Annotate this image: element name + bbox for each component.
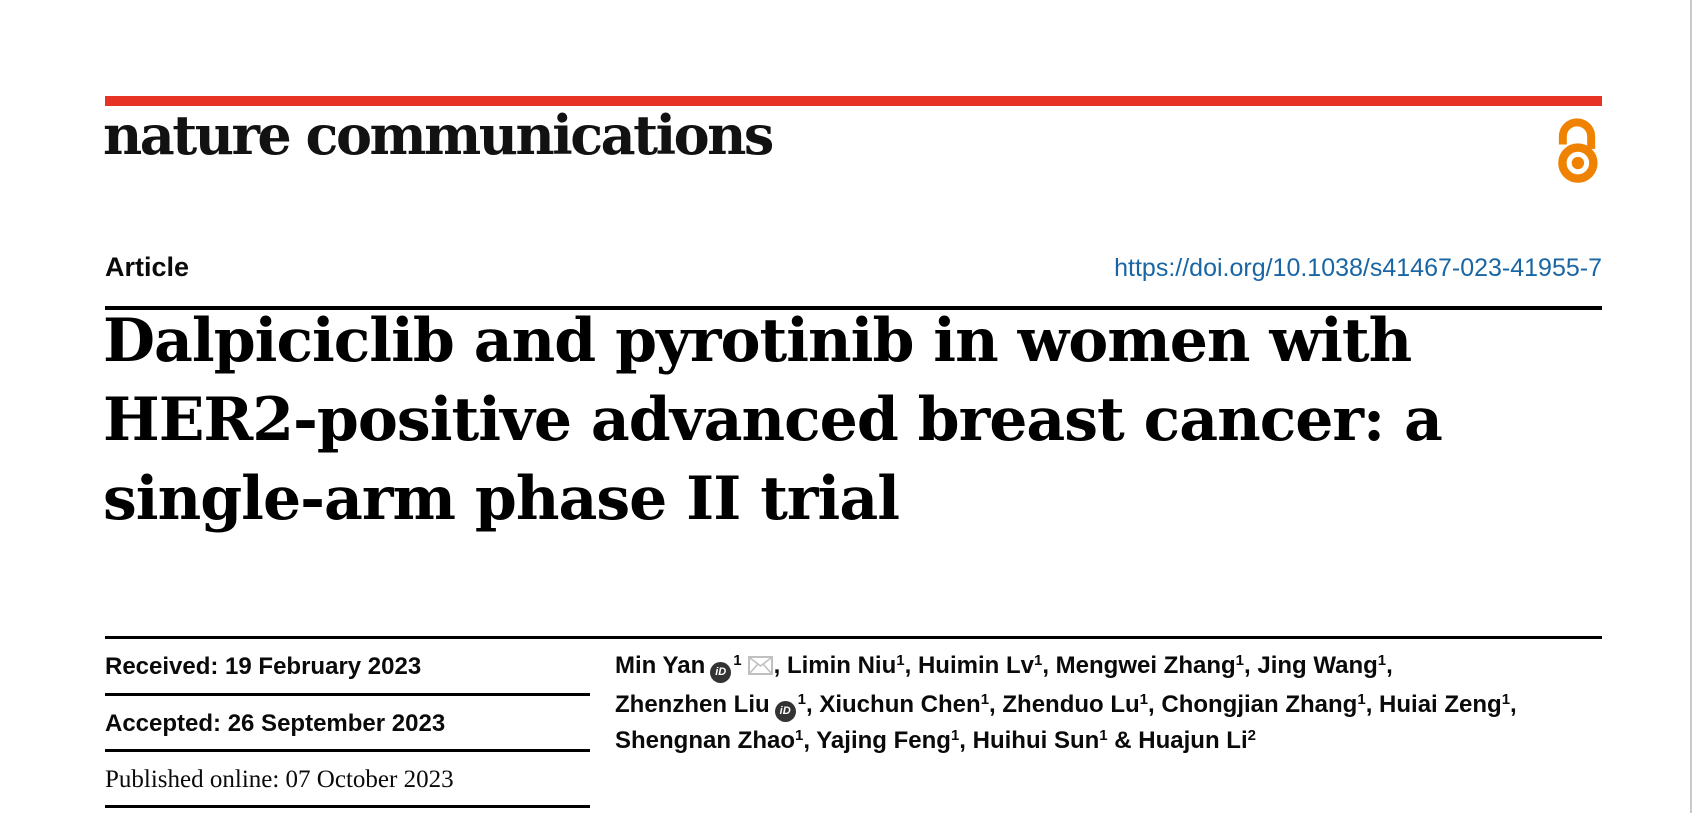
article-type-label: Article: [105, 252, 190, 282]
author-separator: ,: [773, 652, 787, 679]
affiliation-superscript: 1: [896, 652, 905, 669]
history-published: Published online: 07 October 2023: [105, 766, 454, 793]
author-separator: ,: [1244, 652, 1258, 679]
author-name: Mengwei Zhang: [1055, 652, 1236, 679]
masthead-red-bar: [105, 96, 1602, 106]
author-name: Zhenduo Lu: [1002, 690, 1140, 718]
affiliation-superscript: 2: [1247, 727, 1256, 744]
history-divider: [105, 805, 590, 808]
orcid-icon[interactable]: iD: [774, 700, 796, 722]
author-separator: ,: [1042, 652, 1056, 679]
author-separator: ,: [1510, 690, 1517, 718]
orcid-icon[interactable]: iD: [710, 662, 732, 683]
affiliation-superscript: 1: [797, 690, 806, 708]
title-line: single-arm phase II trial: [103, 464, 900, 534]
article-first-page: nature communications Article https://do…: [103, 0, 1605, 813]
author-name: Limin Niu: [786, 652, 897, 679]
affiliation-superscript: 1: [1139, 690, 1149, 708]
title-line: HER2-positive advanced breast cancer: a: [103, 385, 1443, 455]
author-name: Huajun Li: [1138, 727, 1248, 754]
title-top-rule: [105, 306, 1602, 310]
author-name: Shengnan Zhao: [615, 727, 795, 754]
author-separator: ,: [806, 690, 820, 718]
history-divider: [105, 693, 590, 696]
affiliation-superscript: 1: [1235, 652, 1244, 669]
author-line: Zhenzhen Liu iD1, Xiuchun Chen1, Zhenduo …: [615, 687, 1605, 724]
affiliation-superscript: 1: [950, 727, 960, 744]
history-accepted: Accepted: 26 September 2023: [105, 710, 446, 737]
author-separator: ,: [904, 652, 918, 679]
author-name: Chongjian Zhang: [1161, 690, 1358, 718]
author-separator: ,: [1365, 690, 1380, 718]
doi-link[interactable]: https://doi.org/10.1038/s41467-023-41955…: [1114, 254, 1602, 282]
author-name: Zhenzhen Liu: [615, 690, 770, 718]
page-edge-line: [1690, 0, 1692, 813]
affiliation-superscript: 1: [1501, 690, 1511, 708]
article-title: Dalpiciclib and pyrotinib in women with …: [103, 302, 1600, 539]
history-top-rule: [105, 636, 1602, 639]
affiliation-superscript: 1: [795, 727, 804, 744]
open-access-icon: [1558, 118, 1598, 183]
author-separator: ,: [1148, 690, 1162, 718]
history-received: Received: 19 February 2023: [105, 653, 422, 680]
author-separator: ,: [959, 727, 973, 754]
author-separator: &: [1107, 727, 1139, 754]
author-name: Huiai Zeng: [1379, 690, 1502, 718]
author-separator: ,: [989, 690, 1003, 718]
title-line: Dalpiciclib and pyrotinib in women with: [103, 306, 1412, 376]
history-divider: [105, 749, 590, 752]
author-separator: ,: [803, 727, 817, 754]
author-name: Yajing Feng: [816, 727, 951, 754]
author-block: Min Yan iD1, Limin Niu1, Huimin Lv1, Meng…: [615, 648, 1605, 760]
author-name: Xiuchun Chen: [819, 690, 981, 718]
affiliation-superscript: 1: [733, 652, 742, 669]
affiliation-superscript: 1: [1377, 652, 1387, 669]
author-name: Jing Wang: [1257, 652, 1378, 679]
author-line: Min Yan iD1, Limin Niu1, Huimin Lv1, Meng…: [615, 648, 1605, 687]
article-header-row: Article https://doi.org/10.1038/s41467-0…: [105, 252, 1602, 283]
author-separator: ,: [1386, 652, 1393, 679]
affiliation-superscript: 1: [1033, 652, 1043, 669]
affiliation-superscript: 1: [1099, 727, 1108, 744]
author-name: Huihui Sun: [972, 727, 1100, 754]
affiliation-superscript: 1: [1357, 690, 1366, 708]
author-line: Shengnan Zhao1, Yajing Feng1, Huihui Sun…: [615, 723, 1605, 760]
author-name: Huimin Lv: [917, 652, 1034, 679]
email-icon[interactable]: [747, 650, 773, 687]
journal-logo: nature communications: [103, 103, 774, 167]
affiliation-superscript: 1: [980, 690, 990, 708]
author-name: Min Yan: [615, 652, 706, 679]
